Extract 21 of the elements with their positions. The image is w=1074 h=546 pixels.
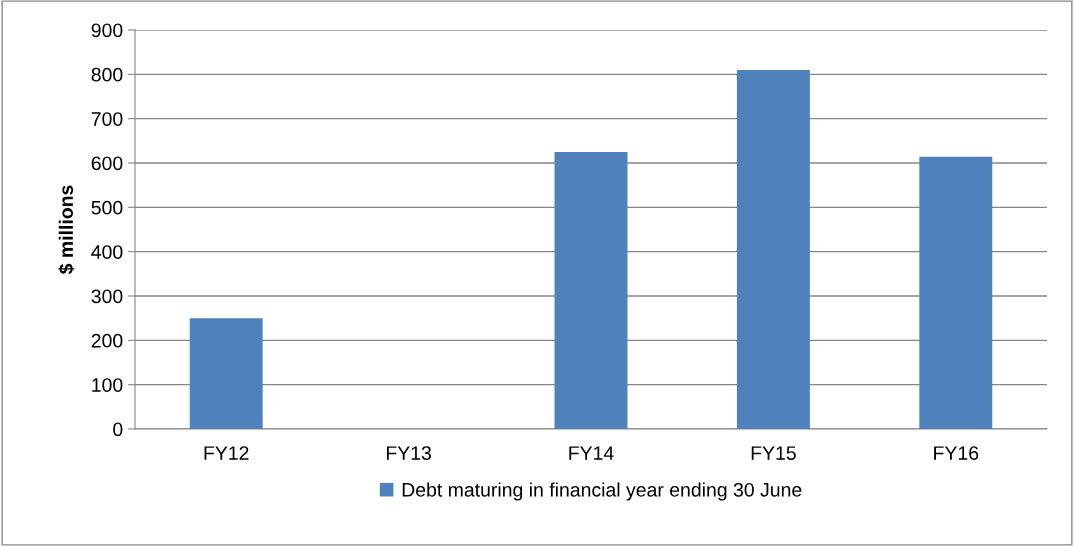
legend-label: Debt maturing in financial year ending 30 June — [402, 482, 802, 501]
x-tick-label: FY14 — [569, 446, 614, 460]
y-axis-title: $ millions — [58, 185, 75, 275]
y-tick-label: 200 — [91, 333, 123, 348]
y-tick-label: 500 — [91, 200, 123, 215]
bar — [919, 156, 993, 429]
y-tick-label: 800 — [91, 67, 123, 82]
y-tick-label: 900 — [91, 23, 123, 38]
y-tick-label: 0 — [113, 422, 123, 437]
bar — [189, 318, 263, 429]
y-tick-label: 600 — [91, 156, 123, 171]
y-tick-label: 300 — [91, 289, 123, 304]
y-tick-label: 100 — [92, 378, 123, 392]
bar — [736, 69, 810, 429]
x-tick-label: FY12 — [204, 446, 249, 460]
x-tick-label: FY16 — [934, 446, 979, 460]
x-tick-label: FY15 — [751, 446, 796, 460]
y-tick-label: 700 — [91, 112, 123, 126]
x-tick-label: FY13 — [386, 446, 431, 460]
y-tick-label: 400 — [91, 245, 123, 259]
bar — [554, 151, 628, 429]
